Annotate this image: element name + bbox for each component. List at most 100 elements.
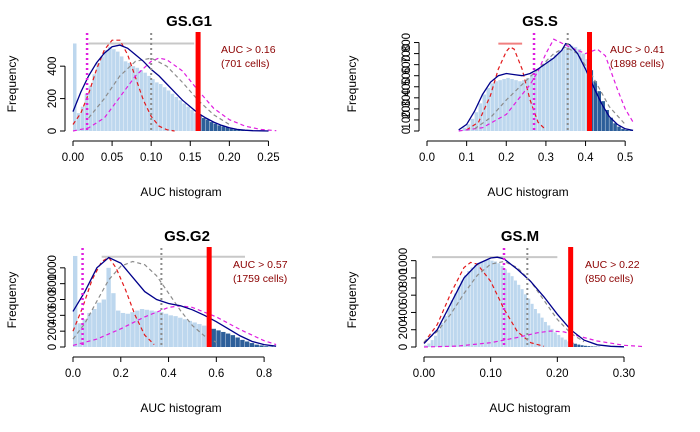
x-tick-label: 0.1 — [459, 152, 475, 164]
x-tick-label: 0.15 — [179, 152, 201, 164]
histogram-bar — [490, 260, 494, 347]
histogram-bar — [597, 91, 601, 131]
histogram-bar — [229, 128, 233, 131]
histogram-bar — [464, 275, 467, 347]
y-tick-label: 600 — [398, 286, 410, 305]
histogram-bar — [474, 264, 477, 347]
histogram-bar — [216, 330, 221, 347]
y-tick-label: 500 — [401, 66, 413, 85]
histogram-bar — [621, 128, 625, 131]
histogram-bar — [162, 87, 167, 131]
x-tick-label: 0.2 — [498, 152, 514, 164]
chart-title: GS.S — [522, 13, 558, 30]
histogram-bar — [182, 103, 186, 131]
histogram-bar — [73, 255, 78, 347]
chart-title: GS.M — [501, 228, 539, 245]
histogram-bar — [590, 346, 594, 347]
histogram-bar — [601, 101, 605, 131]
histogram-bar — [557, 51, 562, 132]
x-tick-label: 0.2 — [113, 368, 129, 380]
x-tick-label: 0.10 — [479, 368, 501, 380]
histogram-bar — [440, 322, 444, 347]
histogram-bar — [470, 267, 474, 347]
histogram-bar — [460, 280, 464, 347]
histogram-bar — [530, 303, 534, 347]
y-tick-label: 400 — [401, 77, 413, 96]
histogram-bar — [534, 71, 538, 131]
histogram-bar — [474, 112, 479, 131]
x-tick-label: 0.20 — [546, 368, 568, 380]
histogram-bar — [77, 323, 83, 347]
y-tick-label: 200 — [398, 320, 410, 339]
grey-fit-curve — [88, 57, 230, 126]
y-tick-label: 400 — [47, 57, 59, 76]
y-tick-label: 0 — [47, 344, 59, 350]
histogram-bar — [490, 83, 494, 131]
histogram-bar — [235, 337, 240, 347]
histogram-bar — [541, 64, 546, 131]
histogram-bar — [254, 344, 259, 347]
y-tick-label: 1000 — [47, 255, 59, 281]
histogram-bar — [173, 316, 178, 347]
red-fit-curve — [466, 46, 547, 131]
histogram-bar — [498, 80, 502, 131]
y-tick-label: 800 — [401, 33, 413, 52]
histogram-bar — [484, 260, 487, 347]
histogram-bar — [514, 280, 517, 347]
histogram-bar — [155, 82, 159, 131]
density-curve — [423, 256, 625, 348]
y-tick-label: 0 — [398, 344, 410, 350]
histogram-bar — [233, 129, 237, 131]
histogram-bar — [482, 94, 487, 131]
histogram-bar — [427, 343, 431, 347]
histogram-bar — [174, 96, 179, 131]
histogram-bar — [178, 317, 183, 347]
histogram-bar — [526, 77, 530, 131]
plot-area: 0.0 0.1 0.2 0.3 0.4 0.5 0100200300400500600700… — [401, 32, 634, 164]
histogram-bar — [547, 325, 551, 347]
histogram-bar — [609, 117, 613, 131]
histogram-bar — [225, 333, 231, 347]
x-tick-label: 0.05 — [101, 152, 123, 164]
y-tick-label: 800 — [47, 274, 59, 293]
histogram-bar — [104, 49, 108, 132]
histogram-bar — [510, 276, 514, 347]
magenta-fit-curve — [458, 38, 634, 132]
x-axis-label: AUC histogram — [140, 401, 221, 415]
histogram-bar — [430, 340, 434, 347]
histogram-bar — [545, 61, 550, 132]
histogram-bar — [574, 343, 577, 347]
histogram-bar — [457, 286, 461, 347]
x-tick-label: 0.10 — [140, 152, 162, 164]
x-tick-label: 0.0 — [65, 368, 81, 380]
y-tick-label: 300 — [401, 88, 413, 107]
threshold-annotation-line1: AUC > 0.41 — [610, 44, 665, 56]
histogram-bar — [178, 100, 183, 131]
y-tick-label: 200 — [47, 322, 59, 341]
histogram-bar — [584, 345, 587, 347]
histogram-bar — [170, 93, 175, 131]
chart-title: GS.G1 — [166, 13, 212, 30]
histogram-bar — [514, 80, 518, 131]
histogram-bar — [240, 339, 245, 347]
x-tick-label: 0.00 — [413, 368, 435, 380]
magenta-fit-curve — [423, 330, 645, 348]
grey-fit-curve — [423, 260, 585, 343]
histogram-bar — [537, 67, 542, 131]
density-curve — [72, 44, 269, 132]
y-tick-label: 400 — [398, 303, 410, 322]
histogram-bar — [504, 269, 507, 347]
histogram-bar — [561, 49, 566, 132]
histogram-bar — [149, 310, 154, 347]
x-tick-label: 0.6 — [208, 368, 224, 380]
histogram-bar — [202, 118, 206, 131]
histogram-bar — [507, 272, 511, 347]
histogram-bar — [581, 53, 586, 131]
histogram-bar — [116, 310, 121, 347]
histogram-bar — [100, 56, 104, 132]
histogram-bar — [569, 45, 574, 131]
histogram-bar — [537, 313, 541, 347]
x-tick-label: 0.5 — [617, 152, 633, 164]
